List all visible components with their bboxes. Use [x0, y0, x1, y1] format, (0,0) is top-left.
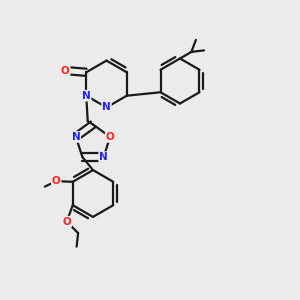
Text: N: N [71, 132, 80, 142]
Text: N: N [99, 152, 108, 162]
Text: N: N [102, 102, 111, 112]
Text: O: O [62, 217, 71, 227]
Text: O: O [106, 132, 115, 142]
Text: O: O [52, 176, 61, 186]
Text: N: N [82, 91, 91, 101]
Text: O: O [61, 66, 70, 76]
